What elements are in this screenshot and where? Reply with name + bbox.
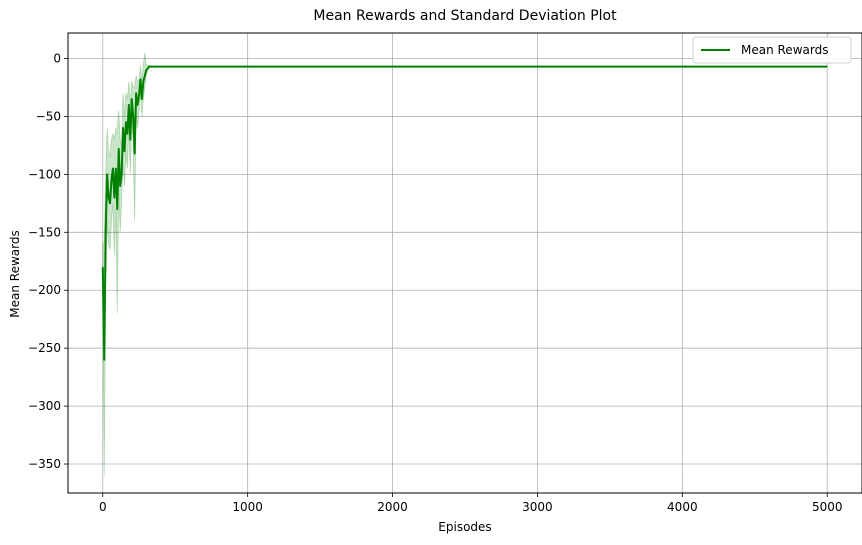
y-axis: 0 −50 −100 −150 −200 −250 −300 −350 xyxy=(28,51,68,471)
x-axis: 0 1000 2000 3000 4000 5000 xyxy=(99,493,843,514)
y-tick-label: −300 xyxy=(28,399,61,413)
y-tick-label: −50 xyxy=(36,109,61,123)
legend: Mean Rewards xyxy=(692,36,852,64)
legend-entry-0: Mean Rewards xyxy=(741,43,828,57)
y-tick-label: −250 xyxy=(28,341,61,355)
y-tick-label: −150 xyxy=(28,225,61,239)
y-tick-label: −350 xyxy=(28,457,61,471)
legend-box xyxy=(692,36,852,64)
mean-rewards-line xyxy=(101,65,828,361)
x-tick-label: 5000 xyxy=(812,500,843,514)
y-tick-label: 0 xyxy=(53,51,61,65)
x-axis-label: Episodes xyxy=(438,520,491,534)
series-group xyxy=(101,65,828,361)
y-tick-label: −100 xyxy=(28,167,61,181)
y-tick-label: −200 xyxy=(28,283,61,297)
x-tick-label: 3000 xyxy=(522,500,553,514)
grid xyxy=(68,33,862,493)
x-tick-label: 0 xyxy=(99,500,107,514)
x-tick-label: 4000 xyxy=(667,500,698,514)
x-tick-label: 2000 xyxy=(377,500,408,514)
plot-frame xyxy=(67,32,862,494)
x-tick-label: 1000 xyxy=(232,500,263,514)
y-axis-label: Mean Rewards xyxy=(8,230,22,317)
chart-title: Mean Rewards and Standard Deviation Plot xyxy=(313,8,617,24)
